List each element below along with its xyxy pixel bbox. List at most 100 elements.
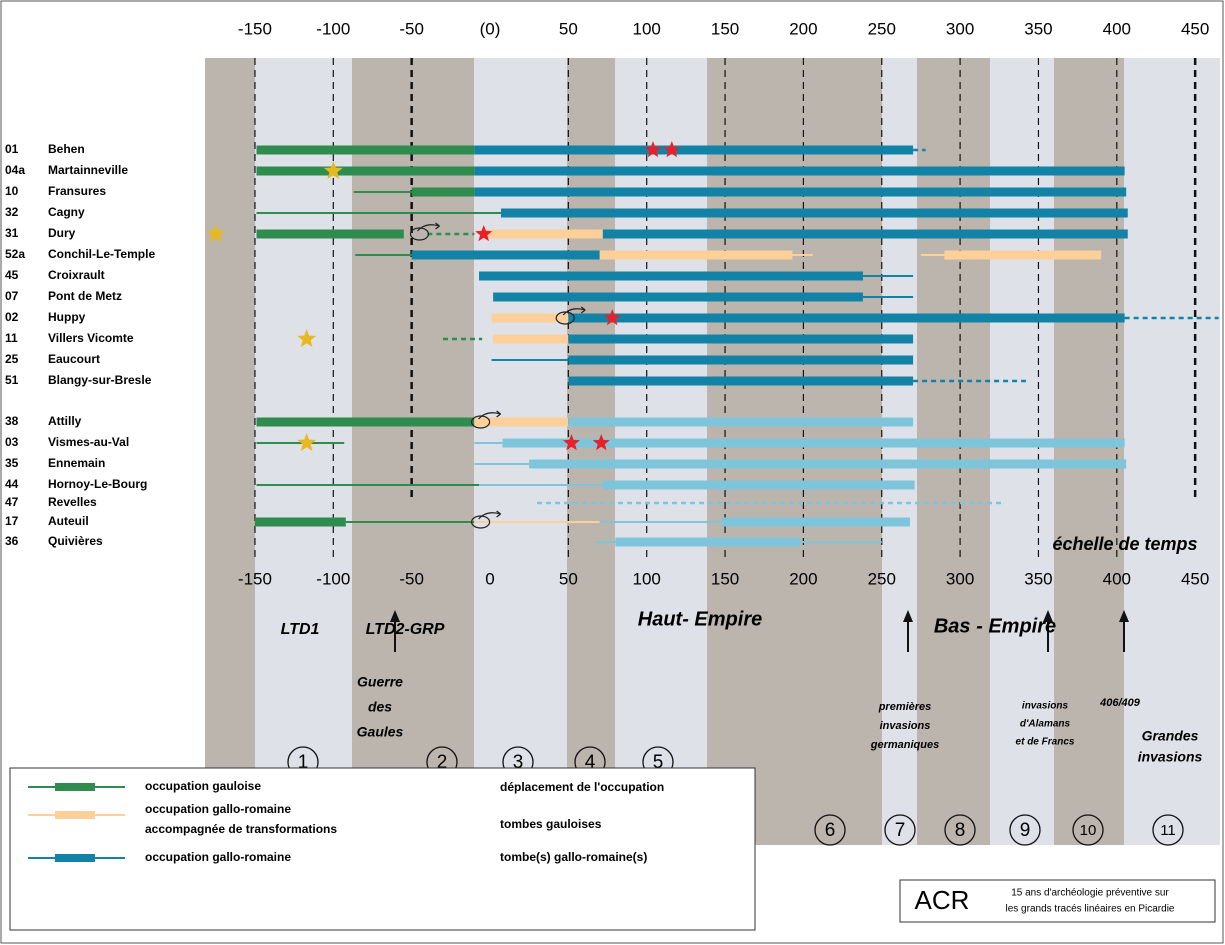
period-label: Bas - Empire [934, 615, 1056, 637]
top-tick-label: 250 [868, 19, 896, 38]
credit-line: les grands tracés linéaires en Picardie [1006, 904, 1175, 915]
shift-arrow [417, 222, 440, 232]
site-name: Attilly [48, 414, 82, 428]
site-code: 03 [5, 435, 19, 449]
site-code: 32 [5, 205, 19, 219]
shift-ellipse [555, 311, 575, 325]
bottom-tick-label: 200 [789, 569, 817, 588]
legend-label: tombes gauloises [500, 817, 602, 831]
site-code: 45 [5, 268, 19, 282]
red-star [475, 225, 493, 242]
band [615, 58, 707, 845]
gold-star [297, 329, 317, 348]
shift-icon [555, 306, 586, 325]
top-tick-label: 300 [946, 19, 974, 38]
plot [206, 58, 1219, 866]
site-code: 38 [5, 414, 19, 428]
shift-arrow [478, 510, 501, 520]
site-code: 17 [5, 514, 19, 528]
gold-star [297, 433, 317, 452]
bottom-tick-label: 350 [1024, 569, 1052, 588]
legend-label: occupation gallo-romaine [145, 850, 291, 864]
shift-arrow [562, 306, 586, 316]
phase-number: 5 [653, 752, 664, 773]
bottom-tick-label: 150 [711, 569, 739, 588]
site-name: Dury [48, 226, 76, 240]
phase-number: 11 [1160, 822, 1176, 839]
bottom-tick-label: 100 [633, 569, 661, 588]
phase-number: 1 [298, 752, 309, 773]
event-label: et de Francs [1016, 737, 1075, 748]
legend-box [9, 767, 756, 931]
site-name: Hornoy-Le-Bourg [48, 477, 147, 491]
bottom-tick-label: -150 [238, 569, 272, 588]
site-name: Blangy-sur-Bresle [48, 373, 152, 387]
site-code: 51 [5, 373, 19, 387]
phase-number: 7 [895, 820, 906, 841]
site-code: 25 [5, 352, 19, 366]
credit-line: 15 ans d'archéologie préventive sur [1011, 888, 1169, 899]
bottom-tick-label: 250 [868, 569, 896, 588]
shift-icon [470, 410, 501, 429]
period-label: LTD2-GRP [366, 621, 445, 638]
arrow-head [390, 610, 400, 622]
site-name: Conchil-Le-Temple [48, 247, 155, 261]
site-name: Cagny [48, 205, 85, 219]
site-code: 47 [5, 495, 19, 509]
site-code: 52a [5, 247, 25, 261]
legend-label: occupation gallo-romaine [145, 802, 291, 816]
site-code: 36 [5, 534, 19, 548]
bottom-tick-label: 400 [1103, 569, 1131, 588]
bottom-tick-label: 50 [559, 569, 578, 588]
site-name: Fransures [48, 184, 106, 198]
event-label: germaniques [870, 739, 939, 751]
band [567, 58, 615, 845]
bottom-tick-label: -50 [399, 569, 424, 588]
site-name: Revelles [48, 495, 97, 509]
site-code: 44 [5, 477, 19, 491]
phase-number: 4 [585, 752, 596, 773]
phase-circle [944, 814, 976, 846]
red-star [644, 141, 662, 158]
shift-ellipse [470, 415, 491, 429]
site-code: 02 [5, 310, 19, 324]
arrow-head [1043, 610, 1053, 622]
event-label: des [368, 699, 392, 715]
top-tick-label: -50 [399, 19, 424, 38]
bottom-tick-label: 300 [946, 569, 974, 588]
shift-ellipse [409, 227, 430, 241]
shift-arrow [478, 410, 501, 420]
event-label: premières [878, 701, 932, 713]
phase-number: 8 [955, 820, 966, 841]
site-name: Eaucourt [48, 352, 100, 366]
credit-title: ACR [915, 885, 970, 915]
band [707, 58, 882, 845]
top-tick-label: 350 [1024, 19, 1052, 38]
legend-label: occupation gauloise [145, 779, 261, 793]
site-code: 01 [5, 142, 19, 156]
site-code: 10 [5, 184, 19, 198]
bottom-tick-label: 0 [485, 569, 494, 588]
top-tick-label: 150 [711, 19, 739, 38]
site-code: 07 [5, 289, 19, 303]
shift-icon [470, 510, 501, 529]
period-label: Haut- Empire [638, 608, 762, 630]
top-tick-label: -150 [238, 19, 272, 38]
band [255, 58, 352, 845]
event-label: d'Alamans [1020, 719, 1071, 730]
arrow-head [903, 610, 913, 622]
phase-circle [1152, 814, 1184, 846]
red-star [592, 434, 610, 451]
period-label: LTD1 [281, 621, 320, 638]
top-tick-label: 100 [633, 19, 661, 38]
phase-number: 3 [513, 752, 524, 773]
phase-number: 10 [1080, 822, 1097, 839]
gold-star [206, 224, 226, 243]
site-code: 35 [5, 456, 19, 470]
band [205, 58, 255, 845]
band [1124, 58, 1220, 845]
site-name: Behen [48, 142, 85, 156]
phase-circle [884, 814, 916, 846]
top-tick-label: -100 [316, 19, 350, 38]
